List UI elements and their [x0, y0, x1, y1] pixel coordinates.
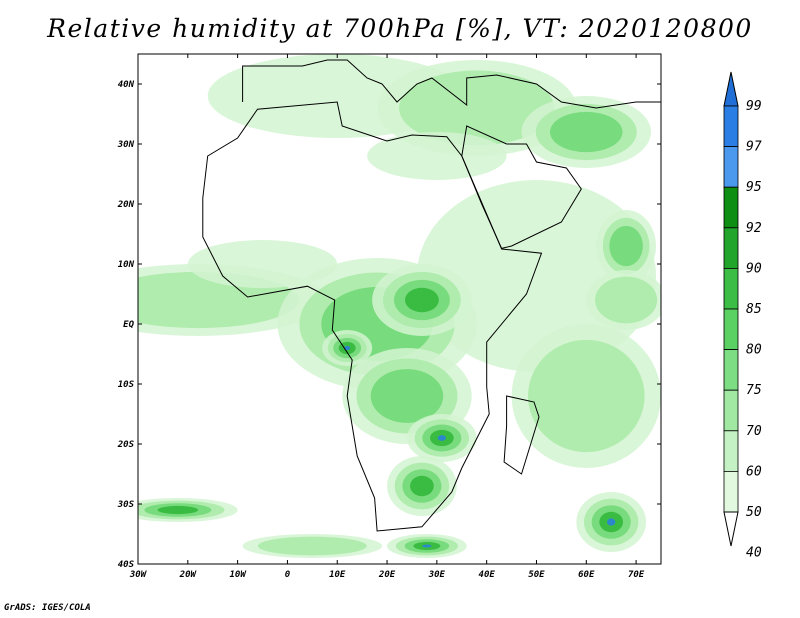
colorbar-label: 80 [746, 343, 762, 358]
humidity-region [550, 111, 623, 153]
humidity-region [257, 536, 367, 556]
humidity-region [370, 369, 444, 423]
chart-title: Relative humidity at 700hPa [%], VT: 202… [47, 14, 753, 43]
colorbar-label: 92 [746, 221, 762, 236]
humidity-region [595, 276, 658, 324]
lon-tick-label: 20W [179, 570, 198, 580]
lon-tick-label: 30W [129, 570, 148, 580]
lon-tick-label: 70E [628, 570, 645, 580]
lat-tick-label: 20S [117, 440, 135, 450]
lat-tick-label: 10S [118, 380, 135, 390]
colorbar-segment [723, 186, 739, 229]
colorbar-label: 60 [746, 464, 762, 479]
colorbar-segment [723, 105, 739, 147]
colorbar: 99 97 95 92 90 85 80 75 70 60 50 40 [723, 71, 762, 561]
lon-tick-label: 60E [578, 570, 595, 580]
lat-tick-label: EQ [123, 320, 134, 330]
colorbar-label: 70 [746, 424, 762, 439]
grads-credit: GrADS: IGES/COLA [4, 603, 91, 613]
africa-coastline [202, 101, 543, 532]
lon-tick-label: 50E [528, 570, 545, 580]
humidity-region [404, 287, 439, 313]
colorbar-segment [723, 389, 739, 432]
madagascar-coastline [503, 395, 540, 475]
latitude-axis: 40N 30N 20N 10N EQ 10S 20S 30S 40S [117, 80, 661, 570]
colorbar-label: 90 [746, 261, 762, 276]
humidity-region [410, 475, 434, 497]
lon-tick-label: 20E [378, 570, 396, 580]
colorbar-segment [723, 308, 739, 350]
colorbar-max-triangle [723, 71, 739, 107]
humidity-region [187, 240, 338, 288]
colorbar-segment [723, 430, 739, 472]
colorbar-label: 40 [746, 546, 762, 561]
humidity-field [138, 54, 661, 558]
colorbar-min-triangle [723, 511, 739, 547]
colorbar-segment [723, 349, 739, 391]
humidity-region [344, 345, 351, 351]
coastlines [202, 59, 661, 532]
colorbar-segment [723, 227, 739, 269]
colorbar-label: 99 [746, 99, 762, 114]
colorbar-label: 75 [746, 383, 762, 398]
humidity-region [609, 225, 643, 267]
lon-tick-label: 40E [479, 570, 496, 580]
lat-tick-label: 10N [118, 260, 135, 270]
humidity-region [157, 505, 199, 515]
arabia-coastline [461, 125, 582, 249]
europe-asia-coastline [242, 59, 661, 109]
longitude-axis: 30W 20W 10W 0 10E 20E 30E 40E 50E 60E 70E [129, 54, 645, 580]
lat-tick-label: 40N [118, 80, 135, 90]
colorbar-label: 85 [746, 302, 762, 317]
lat-tick-label: 30N [117, 140, 135, 150]
humidity-region [607, 518, 616, 526]
colorbar-segment [723, 146, 739, 188]
humidity-region [528, 339, 645, 453]
lon-tick-label: 10E [329, 570, 346, 580]
lon-tick-label: 30E [428, 570, 446, 580]
map-frame [137, 53, 662, 565]
colorbar-label: 50 [746, 505, 762, 520]
humidity-region [437, 435, 447, 441]
colorbar-label: 97 [746, 140, 762, 155]
humidity-region [422, 544, 432, 548]
humidity-region [367, 132, 507, 180]
lat-tick-label: 20N [117, 200, 135, 210]
lon-tick-label: 0 [285, 570, 291, 580]
lon-tick-label: 10W [229, 570, 247, 580]
humidity-region [399, 70, 555, 146]
lat-tick-label: 30S [117, 500, 135, 510]
colorbar-label: 95 [746, 180, 762, 195]
colorbar-segment [723, 470, 739, 513]
colorbar-segment [723, 267, 739, 310]
lat-tick-label: 40S [118, 560, 135, 570]
